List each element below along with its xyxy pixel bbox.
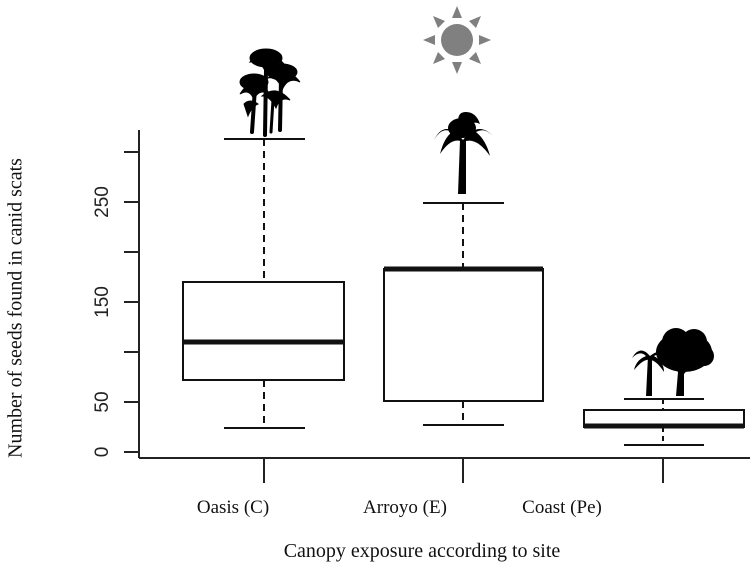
x-axis-label: Canopy exposure according to site [283,540,561,562]
palm-and-tree-icon [632,328,714,396]
box-coast [583,398,745,446]
y-tick-label-50: 50 [92,391,113,413]
x-tick-label-arroyo: Arroyo (E) [363,497,447,518]
single-palm-icon [434,112,496,194]
x-tick-label-oasis: Oasis (C) [196,497,270,518]
y-axis [124,130,140,458]
y-axis-label: Number of seeds found in canid scats [4,158,27,458]
box-arroyo [383,202,544,426]
sun-icon [423,6,491,74]
y-tick-label-250: 250 [92,186,113,218]
y-tick-label-150: 150 [92,286,113,318]
y-tick-label-0: 0 [92,446,113,458]
x-axis [139,457,750,483]
x-tick-label-coast: Coast (Pe) [522,497,602,518]
box-oasis [182,138,345,429]
y-axis-label-container: Number of seeds found in canid scats [3,150,29,466]
dense-palm-grove-icon [239,48,301,137]
